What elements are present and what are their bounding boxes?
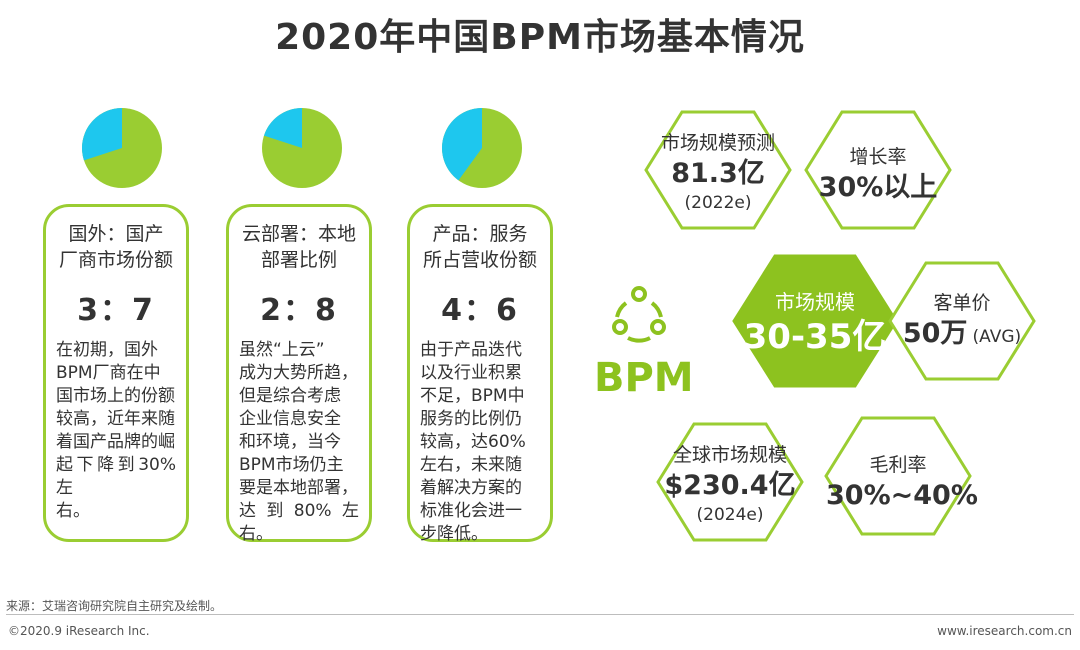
card-text-line: 成为大势所趋， <box>239 363 358 383</box>
card-foreign-domestic: 国外：国产 厂商市场份额 3：7 在初期，国外 BPM厂商在中 国市场上的份额 … <box>43 204 189 542</box>
card-text-line: 着国产品牌的崛 <box>56 432 175 452</box>
card-heading-line: 部署比例 <box>260 249 337 271</box>
card-heading-line: 产品：服务 <box>432 223 528 245</box>
hex-label: 全球市场规模 <box>672 444 787 466</box>
hex-value: 30-35亿 <box>743 317 887 357</box>
hex-unit-price-content: 客单价 50万 (AVG) <box>890 290 1034 352</box>
card-text-line: 左右，未来随 <box>420 455 522 475</box>
pie-slice-minor <box>263 108 302 148</box>
card-text-line: 服务的比例仍 <box>420 409 522 429</box>
hex-label: 市场规模 <box>775 290 855 314</box>
hex-note: (AVG) <box>972 327 1022 347</box>
pie-chart-cloud-local <box>262 108 342 188</box>
card-description: 虽然“上云” 成为大势所趋， 但是综合考虑 企业信息安全 和环境，当今 BPM市… <box>239 339 359 546</box>
card-text-line: 不足，BPM中 <box>420 386 525 406</box>
card-product-service: 产品：服务 所占营收份额 4：6 由于产品迭代 以及行业积累 不足，BPM中 服… <box>407 204 553 544</box>
card-text-line: 由于产品迭代 <box>420 340 522 360</box>
card-description: 由于产品迭代 以及行业积累 不足，BPM中 服务的比例仍 较高，达60% 左右，… <box>420 339 540 546</box>
hex-label: 市场规模预测 <box>660 132 775 154</box>
hexagon-unit-price <box>888 261 1036 381</box>
hex-note: (2022e) <box>684 193 752 213</box>
hex-label: 毛利率 <box>869 454 927 476</box>
hexagon-shapes <box>644 110 1036 542</box>
card-text-line: 企业信息安全 <box>239 409 341 429</box>
hex-value: 30%以上 <box>818 172 938 203</box>
hexagon-cluster: 市场规模预测 81.3亿 (2022e) 增长率 30%以上 市场规模 30-3… <box>590 100 1070 570</box>
card-text-line: 但是综合考虑 <box>239 386 341 406</box>
card-ratio: 4：6 <box>441 293 519 328</box>
hexagon-margin <box>824 416 972 536</box>
card-heading-line: 国外：国产 <box>68 223 164 245</box>
hexagon-growth <box>804 110 952 230</box>
card-text-line: 和环境，当今 <box>239 432 341 452</box>
pie-slice-minor <box>442 108 482 181</box>
hex-value: 50万 <box>902 318 968 349</box>
hexagon-forecast <box>644 110 792 230</box>
hex-global-content: 全球市场规模 $230.4亿 (2024e) <box>658 442 802 526</box>
card-heading: 产品：服务 所占营收份额 <box>420 221 540 273</box>
card-text-line: 起下降到30%左 <box>56 455 176 498</box>
bpm-cycle-icon <box>612 286 666 343</box>
hex-value: 30%~40% <box>826 480 978 511</box>
card-ratio: 3：7 <box>77 293 155 328</box>
card-ratio: 2：8 <box>260 293 338 328</box>
card-text-line: 右。 <box>56 501 90 521</box>
card-text-line: 着解决方案的 <box>420 478 522 498</box>
card-text-line: 国市场上的份额 <box>56 386 175 406</box>
hex-margin-content: 毛利率 30%~40% <box>826 452 978 514</box>
hex-label: 客单价 <box>933 292 991 314</box>
card-cloud-local: 云部署：本地 部署比例 2：8 虽然“上云” 成为大势所趋， 但是综合考虑 企业… <box>226 204 372 544</box>
source-note: 来源：艾瑞咨询研究院自主研究及绘制。 <box>6 599 223 613</box>
hex-note: (2024e) <box>696 505 764 525</box>
hex-center-content: 市场规模 30-35亿 <box>734 288 896 358</box>
hex-growth-content: 增长率 30%以上 <box>806 144 950 206</box>
card-text-line: 步降低。 <box>420 524 488 544</box>
pie-chart-foreign-domestic <box>82 108 162 188</box>
card-heading-line: 所占营收份额 <box>422 249 537 271</box>
hex-value-row: 50万 (AVG) <box>890 316 1034 352</box>
card-heading: 国外：国产 厂商市场份额 <box>56 221 176 273</box>
card-text-line: 在初期，国外 <box>56 340 158 360</box>
card-heading-line: 云部署：本地 <box>241 223 356 245</box>
card-text-line: 标准化会进一 <box>420 501 522 521</box>
card-text-line: 要是本地部署， <box>239 478 358 498</box>
footer-divider <box>6 614 1074 615</box>
card-text-line: BPM厂商在中 <box>56 363 161 383</box>
hex-value: 81.3亿 <box>671 158 765 189</box>
card-text-line: 虽然“上云” <box>239 340 325 360</box>
website-link[interactable]: www.iresearch.com.cn <box>937 624 1072 638</box>
card-heading-line: 厂商市场份额 <box>58 249 173 271</box>
card-text-line: 较高，近年来随 <box>56 409 175 429</box>
card-text-line: 以及行业积累 <box>420 363 522 383</box>
bpm-logo-text: BPM <box>594 355 694 401</box>
hex-label: 增长率 <box>849 146 907 168</box>
copyright-text: ©2020.9 iResearch Inc. <box>8 624 150 638</box>
card-text-line: 达到80%左右。 <box>239 501 359 544</box>
hexagon-global <box>656 422 804 542</box>
card-description: 在初期，国外 BPM厂商在中 国市场上的份额 较高，近年来随 着国产品牌的崛 起… <box>56 339 176 523</box>
page-title: 2020年中国BPM市场基本情况 <box>275 17 805 58</box>
card-text-line: 较高，达60% <box>420 432 526 452</box>
hex-forecast-content: 市场规模预测 81.3亿 (2022e) <box>646 130 790 214</box>
pie-slice-minor <box>82 108 122 161</box>
hex-value: $230.4亿 <box>664 470 796 501</box>
card-text-line: BPM市场仍主 <box>239 455 344 475</box>
card-heading: 云部署：本地 部署比例 <box>239 221 359 273</box>
pie-chart-product-service <box>442 108 522 188</box>
